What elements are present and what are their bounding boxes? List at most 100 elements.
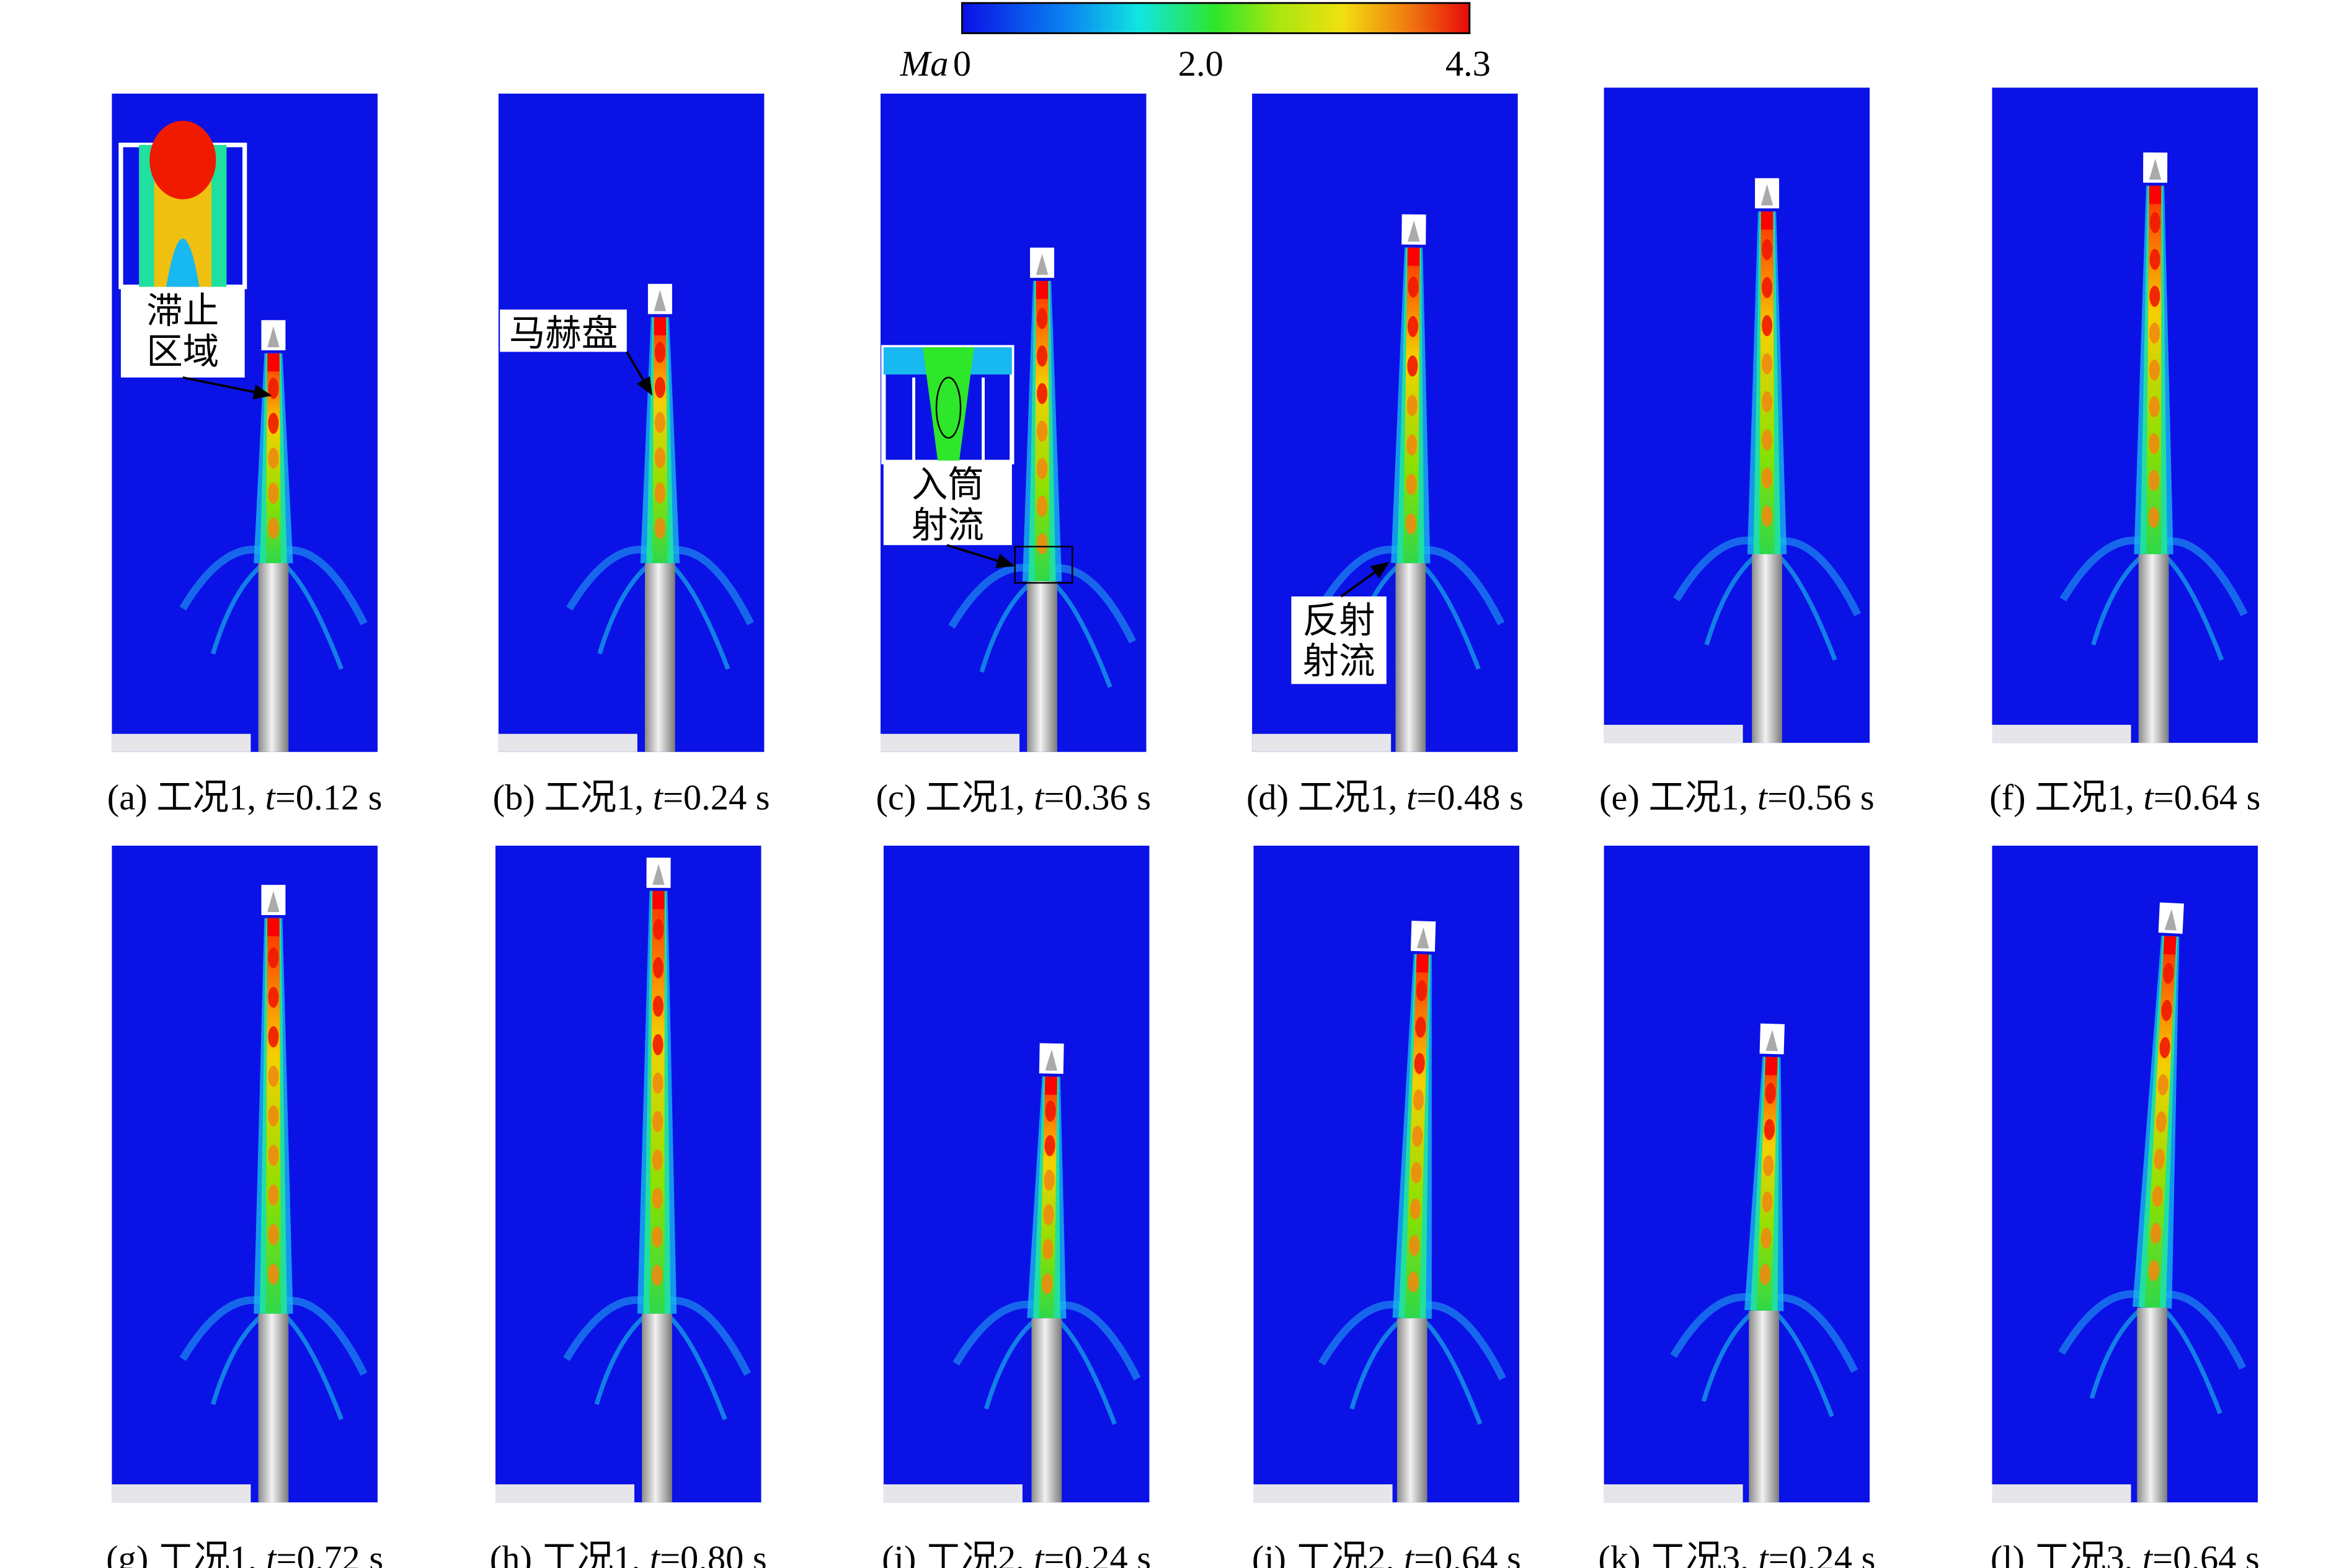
arrow <box>1340 567 1380 598</box>
colorbar-tick: 0 <box>953 43 971 84</box>
shock-cell <box>2149 322 2160 344</box>
shock-cell <box>1042 1273 1053 1295</box>
shock-cell <box>268 448 279 469</box>
rocket-tip <box>267 918 280 936</box>
contour-panel <box>112 845 378 1503</box>
arrow <box>626 351 647 386</box>
inset-jet <box>923 347 974 463</box>
ground-plate <box>1992 1484 2131 1503</box>
flow-field <box>883 845 1150 1503</box>
jet-core <box>652 317 668 564</box>
caption-label: (e) <box>1599 777 1640 817</box>
shock-cell <box>652 1034 664 1055</box>
contour-panel <box>883 845 1150 1503</box>
rocket <box>1408 220 1420 242</box>
shock-cell <box>268 986 279 1008</box>
caption-variable: t <box>1406 777 1418 817</box>
shock-cell <box>1416 980 1427 1001</box>
caption: (g) 工况1, t=0.72 s <box>106 1538 383 1568</box>
colorbar <box>961 2 1471 35</box>
annotation: 射流 <box>1303 640 1375 682</box>
jet <box>1392 921 1436 1319</box>
rocket <box>1045 1049 1058 1071</box>
shock-cell <box>1414 1053 1425 1074</box>
annotation-box <box>1291 596 1387 684</box>
caption-variable: t <box>1757 777 1769 817</box>
jet <box>637 857 677 1314</box>
shock-cell <box>1405 513 1416 534</box>
shock-cell <box>652 957 664 978</box>
caption-variable: t <box>2144 777 2155 817</box>
caption-time: =0.48 s <box>1416 777 1524 817</box>
launch-tube <box>2137 1308 2167 1503</box>
caption-label: (a) <box>107 777 148 817</box>
ground-plate <box>1253 1484 1393 1503</box>
flow-field <box>1604 845 1870 1503</box>
shock-cell <box>654 517 665 539</box>
jet <box>1027 1043 1067 1319</box>
jet <box>2133 902 2184 1309</box>
caption-label: (l) <box>1991 1538 2025 1568</box>
rocket-tip <box>1765 1056 1778 1076</box>
annotation: 马赫盘 <box>509 312 618 355</box>
arrowhead <box>636 376 653 396</box>
rocket-tip <box>267 353 280 372</box>
shock-cell <box>1759 1264 1770 1285</box>
rocket <box>654 290 667 311</box>
caption-time: =0.80 s <box>660 1538 767 1568</box>
ground-plate <box>495 1484 634 1503</box>
jet <box>2134 152 2173 554</box>
jet-core <box>1759 211 1775 554</box>
contour-panel <box>1604 845 1870 1503</box>
ground-plate <box>883 1484 1023 1503</box>
rocket <box>1765 1030 1778 1052</box>
colorbar-label: Ma <box>900 43 949 84</box>
inset-disc <box>149 120 216 200</box>
shock-cell <box>268 1145 279 1166</box>
caption-case: 工况1, <box>1298 777 1398 817</box>
shock-cell <box>2150 1223 2162 1244</box>
shock-cell <box>268 1264 279 1285</box>
rocket-tip <box>2163 936 2177 955</box>
caption-label: (b) <box>493 777 535 817</box>
shock-cell <box>1410 1198 1421 1220</box>
shock-cell <box>1037 383 1048 404</box>
shock-cell <box>2149 249 2160 270</box>
shock-cell <box>2149 396 2160 418</box>
launch-tube <box>258 563 289 752</box>
caption-case: 工况1, <box>2035 777 2134 817</box>
caption: (e) 工况1, t=0.56 s <box>1599 777 1875 817</box>
contour-panel <box>1604 87 1870 743</box>
jet <box>1744 1023 1785 1311</box>
contour-panel <box>498 93 765 752</box>
shock-cell <box>1413 1089 1424 1111</box>
shock-cell <box>1044 1135 1055 1156</box>
shock-cell <box>1762 505 1773 527</box>
shock-cell <box>1412 1125 1423 1147</box>
annotation-box <box>883 460 1012 546</box>
rocket <box>267 890 280 913</box>
rocket <box>1036 254 1049 275</box>
jet <box>1391 214 1431 564</box>
shock-cell <box>654 412 665 433</box>
flow-field <box>498 93 765 752</box>
caption-time: =0.72 s <box>276 1538 383 1568</box>
caption-label: (j) <box>1252 1538 1286 1568</box>
caption: (i) 工况2, t=0.24 s <box>882 1538 1151 1568</box>
shock-cell <box>2149 469 2160 492</box>
shock-cell <box>2157 1074 2169 1096</box>
caption-variable: t <box>2142 1538 2154 1568</box>
shock-cell <box>653 918 664 940</box>
shock-cell <box>1407 355 1418 377</box>
rocket-tip <box>652 890 665 910</box>
caption-label: (h) <box>490 1538 532 1568</box>
caption-label: (d) <box>1246 777 1289 817</box>
ground-plate <box>1604 1484 1743 1503</box>
arrowhead <box>252 384 272 400</box>
shock-cell <box>1037 458 1048 479</box>
shock-cell <box>1406 434 1418 456</box>
caption-case: 工况1, <box>925 777 1025 817</box>
shock-cell <box>652 1110 664 1132</box>
jet <box>254 885 293 1314</box>
launch-tube <box>1031 1318 1062 1503</box>
